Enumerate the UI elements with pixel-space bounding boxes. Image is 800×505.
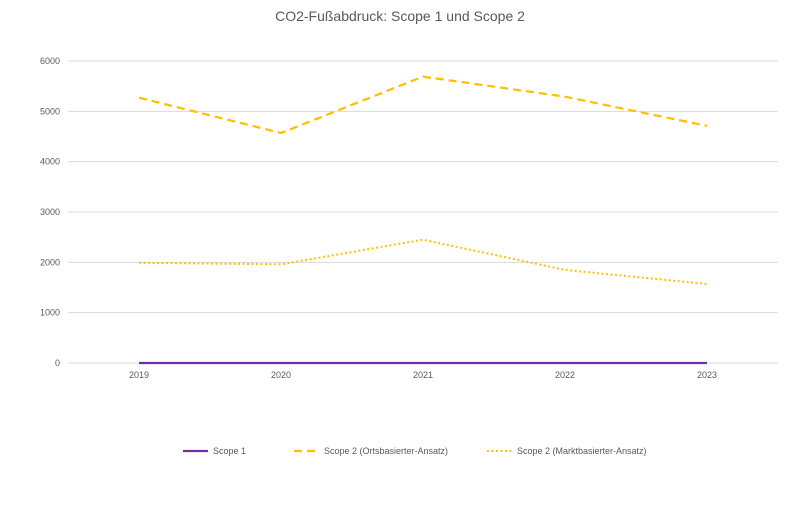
gridlines <box>68 60 778 314</box>
legend-item-1: Scope 1 <box>183 446 246 456</box>
y-tick-label: 2000 <box>40 257 60 267</box>
x-tick-label-2019: 2019 <box>129 370 149 380</box>
axes: 0 1000 2000 3000 4000 5000 6000 2019 2020 2021 202… <box>40 56 778 380</box>
x-tick-label-2021: 2021 <box>413 370 433 380</box>
y-tick-label: 3000 <box>40 207 60 217</box>
x-tick-label-2020: 2020 <box>271 370 291 380</box>
series-line-3 <box>138 238 708 285</box>
y-tick-label: 5000 <box>40 106 60 116</box>
y-tick-label: 1000 <box>40 308 60 318</box>
series-lines <box>138 75 708 365</box>
series-line-2 <box>138 75 708 135</box>
chart-title: CO2-Fußabdruck: Scope 1 und Scope 2 <box>275 8 525 24</box>
x-tick-label-2023: 2023 <box>697 370 717 380</box>
legend: Scope 1 Scope 2 (Ortsbasierter-Ansatz) Sco… <box>183 446 647 456</box>
legend-item-2: Scope 2 (Ortsbasierter-Ansatz) <box>294 446 448 456</box>
series-2 <box>138 75 708 135</box>
legend-label-3: Scope 2 (Marktbasierter-Ansatz) <box>517 446 647 456</box>
legend-label-2: Scope 2 (Ortsbasierter-Ansatz) <box>324 446 448 456</box>
x-tick-label-2022: 2022 <box>555 370 575 380</box>
y-tick-label: 4000 <box>40 157 60 167</box>
y-tick-label: 6000 <box>40 56 60 66</box>
series-3 <box>138 238 708 285</box>
legend-item-3: Scope 2 (Marktbasierter-Ansatz) <box>487 446 647 456</box>
legend-label-1: Scope 1 <box>213 446 246 456</box>
series-1 <box>139 361 707 365</box>
y-tick-label: 0 <box>55 358 60 368</box>
